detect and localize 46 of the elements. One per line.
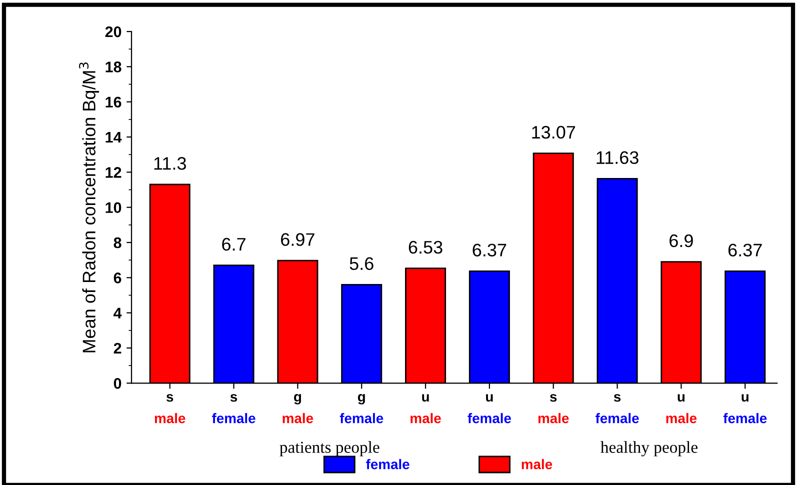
x-tick-label: s xyxy=(230,394,238,402)
data-label: 6.37 xyxy=(728,244,762,256)
y-tick-label: 10 xyxy=(106,202,122,214)
data-label: 6.97 xyxy=(281,233,314,246)
data-label: 6.37 xyxy=(472,244,506,256)
text: female xyxy=(212,413,256,424)
x-tick-label: u xyxy=(486,394,493,402)
y-tick-label: 12 xyxy=(106,167,122,178)
y-tick-label: 16 xyxy=(106,96,122,108)
x-tick-label: u xyxy=(678,394,685,402)
text: male xyxy=(282,413,314,424)
data-label: 13.07 xyxy=(532,126,576,139)
y-tick-label: 20 xyxy=(105,26,122,38)
y-tick-label: 8 xyxy=(114,237,122,248)
text: male xyxy=(538,413,569,424)
data-label: 5.6 xyxy=(350,257,374,270)
y-tick-label: 18 xyxy=(106,62,122,72)
text: female xyxy=(596,413,639,424)
x-tick-label: s xyxy=(166,394,174,402)
x-tick-label: g xyxy=(358,394,365,404)
x-tick-label: g xyxy=(294,394,302,404)
legend-label: female xyxy=(366,459,410,470)
text: male xyxy=(666,413,697,424)
legend-label: male xyxy=(522,459,552,470)
text: male xyxy=(410,413,441,424)
data-label: 6.53 xyxy=(408,240,442,254)
x-tick-label: u xyxy=(742,394,748,402)
y-tick-label: 0 xyxy=(114,378,122,389)
data-label: 6.9 xyxy=(670,234,693,248)
y-tick-label: 2 xyxy=(114,342,122,354)
data-label: 6.7 xyxy=(222,238,246,251)
text: healthy people xyxy=(600,441,698,456)
text: female xyxy=(468,413,511,424)
text: female xyxy=(340,413,384,424)
y-tick-label: 14 xyxy=(106,132,122,143)
text: female xyxy=(723,413,767,424)
text: patients people xyxy=(280,441,380,456)
text: male xyxy=(154,413,186,424)
y-tick-label: 6 xyxy=(114,272,122,284)
data-label: 11.63 xyxy=(596,151,638,164)
x-tick-label: u xyxy=(422,394,429,402)
x-tick-label: s xyxy=(550,394,557,402)
y-tick-label: 4 xyxy=(114,308,122,318)
y-axis-title: Mean of Radon concentration Bq/M$^{3}$ xyxy=(79,62,100,352)
x-tick-label: s xyxy=(614,394,621,402)
data-label: 11.3 xyxy=(154,157,186,170)
